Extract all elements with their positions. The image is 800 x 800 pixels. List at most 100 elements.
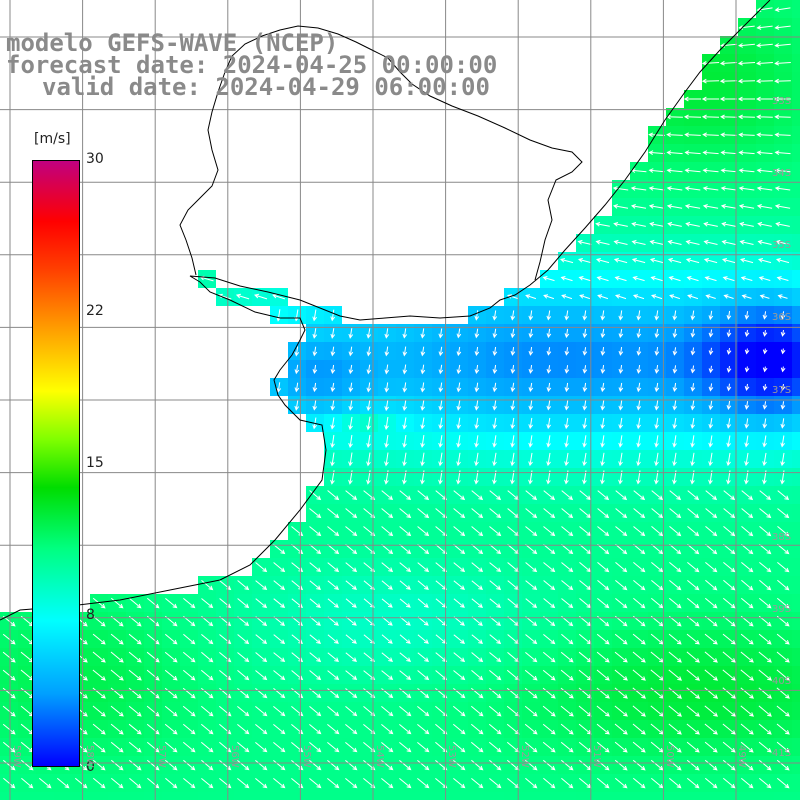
- wind-arrow: [723, 490, 736, 501]
- wind-arrow: [579, 294, 591, 300]
- wind-speed-cell: [792, 684, 800, 702]
- wind-arrow: [165, 598, 178, 609]
- wind-arrow: [399, 544, 412, 555]
- wind-arrow: [776, 777, 790, 789]
- wind-arrow: [759, 562, 772, 573]
- wind-arrow: [164, 633, 178, 645]
- wind-speed-cell: [558, 792, 576, 800]
- wind-speed-cell: [792, 648, 800, 666]
- wind-arrow: [492, 452, 497, 467]
- wind-arrow: [381, 652, 394, 662]
- wind-speed-cell: [72, 792, 90, 800]
- wind-arrow: [758, 597, 772, 609]
- wind-arrow: [722, 741, 736, 753]
- wind-arrow: [686, 741, 700, 753]
- wind-arrow: [704, 705, 719, 717]
- wind-arrow: [237, 778, 250, 789]
- wind-arrow: [561, 508, 574, 519]
- wind-arrow: [708, 435, 713, 448]
- wind-arrow: [636, 328, 642, 339]
- wind-arrow: [327, 544, 340, 555]
- wind-arrow: [741, 579, 754, 591]
- wind-arrow: [312, 309, 317, 322]
- wind-arrow: [774, 186, 791, 191]
- wind-arrow: [775, 221, 790, 227]
- wind-arrow: [684, 132, 701, 138]
- wind-arrow: [560, 723, 574, 735]
- wind-speed-cell: [540, 792, 558, 800]
- lat-label-35s: 35S: [772, 240, 792, 251]
- wind-arrow: [294, 346, 300, 357]
- wind-arrow: [740, 777, 754, 789]
- wind-arrow: [654, 328, 660, 339]
- wind-arrow: [703, 239, 718, 245]
- wind-arrow: [582, 382, 588, 393]
- wind-arrow: [345, 526, 358, 537]
- wind-arrow: [525, 562, 538, 573]
- wind-arrow: [92, 705, 106, 717]
- wind-arrow: [345, 778, 358, 789]
- colorbar-tick-30: 30: [86, 151, 104, 167]
- wind-arrow: [737, 96, 755, 102]
- wind-speed-cell: [432, 792, 450, 800]
- wind-arrow: [669, 562, 682, 573]
- wind-arrow: [489, 490, 502, 501]
- wind-arrow: [564, 382, 570, 393]
- wind-arrow: [669, 526, 682, 537]
- wind-arrow: [453, 490, 466, 501]
- wind-arrow: [686, 723, 700, 735]
- wind-arrow: [739, 258, 754, 264]
- wind-speed-cell: [792, 216, 800, 234]
- wind-arrow: [560, 705, 574, 717]
- wind-arrow: [110, 597, 124, 609]
- wind-arrow: [417, 652, 430, 662]
- wind-speed-cell: [234, 792, 252, 800]
- wind-arrow: [128, 759, 142, 771]
- wind-arrow: [744, 329, 750, 338]
- wind-arrow: [2, 669, 16, 681]
- wind-arrow: [722, 777, 736, 789]
- wind-arrow: [690, 435, 695, 448]
- wind-arrow: [582, 310, 588, 321]
- wind-arrow: [758, 759, 772, 771]
- wind-arrow: [471, 544, 484, 555]
- wind-arrow: [273, 598, 286, 608]
- wind-arrow: [774, 60, 791, 66]
- wind-arrow: [690, 365, 696, 374]
- wind-arrow: [542, 705, 556, 717]
- wind-arrow: [702, 168, 719, 173]
- wind-speed-cell: [792, 18, 800, 36]
- wind-arrow: [470, 687, 484, 699]
- wind-arrow: [146, 723, 160, 735]
- wind-arrow: [582, 328, 588, 339]
- wind-arrow: [705, 294, 716, 299]
- wind-arrow: [20, 759, 34, 771]
- wind-arrow: [381, 490, 394, 501]
- wind-arrow: [654, 417, 659, 430]
- wind-speed-cell: [792, 54, 800, 72]
- lon-label-58w: 58W: [84, 745, 95, 768]
- wind-arrow: [381, 670, 394, 681]
- wind-arrow: [276, 382, 282, 393]
- wind-arrow: [705, 526, 718, 537]
- wind-arrow: [312, 346, 318, 357]
- colorbar: [32, 160, 80, 767]
- wind-arrow: [561, 562, 574, 573]
- wind-arrow: [201, 580, 214, 591]
- wind-arrow: [618, 382, 624, 393]
- wind-arrow: [595, 258, 610, 264]
- wind-arrow: [654, 400, 660, 411]
- wind-arrow: [705, 508, 718, 519]
- wind-arrow: [600, 400, 606, 411]
- wind-arrow: [471, 562, 484, 573]
- wind-arrow: [327, 490, 340, 501]
- wind-arrow: [615, 490, 628, 501]
- wind-arrow: [399, 634, 411, 644]
- wind-arrow: [420, 328, 426, 339]
- wind-arrow: [780, 366, 786, 373]
- wind-arrow: [738, 43, 755, 48]
- wind-vector-field: [2, 7, 791, 789]
- wind-arrow: [701, 60, 720, 66]
- wind-speed-cell: [252, 792, 270, 800]
- wind-arrow: [582, 417, 587, 430]
